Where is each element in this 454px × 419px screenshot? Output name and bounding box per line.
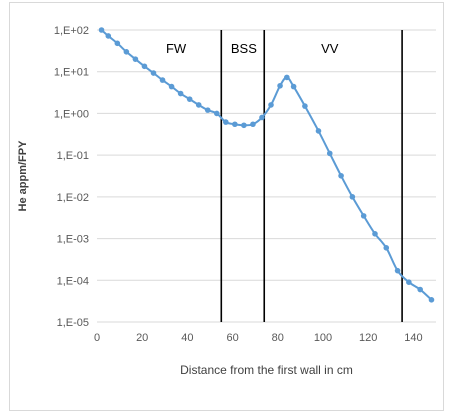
data-point: [315, 128, 322, 134]
data-point: [302, 103, 308, 109]
y-tick-label: 1,E+00: [54, 108, 89, 120]
y-tick-label: 1,E-04: [57, 275, 89, 287]
data-point: [186, 96, 193, 102]
data-point: [177, 90, 184, 97]
data-point: [338, 172, 344, 179]
data-point: [232, 121, 238, 128]
data-point: [250, 121, 256, 128]
data-point: [159, 77, 166, 83]
y-tick-label: 1,E-05: [57, 317, 89, 329]
x-tick-label: 80: [272, 332, 284, 344]
chart-plot: 1,E+02 1,E+01 1,E+00 1,E-01 1,E-02 1,E-03 1,E-…: [17, 25, 436, 377]
data-point: [383, 245, 390, 251]
data-point: [213, 110, 220, 117]
data-point: [349, 194, 356, 200]
data-point: [268, 102, 274, 108]
chart-area: 1,E+02 1,E+01 1,E+00 1,E-01 1,E-02 1,E-03 1,E-…: [9, 2, 444, 411]
x-tick-label: 100: [314, 332, 332, 344]
region-boundaries: [220, 30, 403, 322]
data-point: [98, 27, 105, 33]
gridlines: [97, 29, 436, 323]
data-point: [394, 267, 401, 274]
x-tick-label: 0: [94, 332, 100, 344]
data-point: [114, 40, 121, 47]
data-point: [105, 33, 112, 39]
data-point: [277, 82, 283, 89]
x-tick-label: 20: [136, 332, 148, 344]
series-he-production: [98, 27, 435, 303]
data-point: [132, 56, 139, 62]
y-tick-label: 1,E-01: [57, 150, 89, 162]
y-axis-ticks: 1,E+02 1,E+01 1,E+00 1,E-01 1,E-02 1,E-03 1,E-…: [54, 25, 89, 329]
region-label-bss: BSS: [231, 41, 257, 56]
data-point: [141, 63, 148, 70]
data-point: [326, 150, 333, 157]
x-tick-label: 140: [404, 332, 422, 344]
y-tick-label: 1,E-02: [57, 192, 89, 204]
data-point: [259, 114, 265, 121]
data-point: [223, 119, 229, 125]
y-axis-title: He appm/FPY: [17, 140, 29, 212]
data-point: [284, 74, 290, 81]
data-point: [406, 279, 412, 285]
data-point: [168, 83, 175, 90]
data-point: [360, 213, 367, 219]
data-point: [123, 49, 130, 55]
y-tick-label: 1,E+01: [54, 67, 89, 79]
data-point: [150, 70, 157, 76]
region-labels: FW BSS VV: [166, 41, 339, 56]
series-line: [100, 29, 433, 301]
data-point: [204, 107, 211, 113]
data-point: [428, 297, 435, 303]
data-point: [290, 83, 297, 90]
data-point: [241, 122, 247, 129]
x-axis-ticks: 0 20 40 60 80 100 120 140: [94, 332, 423, 344]
region-label-fw: FW: [166, 41, 187, 56]
data-point: [372, 231, 378, 237]
y-tick-label: 1,E+02: [54, 25, 89, 37]
x-axis-title: Distance from the first wall in cm: [180, 363, 353, 377]
x-tick-label: 120: [359, 332, 377, 344]
data-point: [417, 286, 423, 293]
y-tick-label: 1,E-03: [57, 234, 89, 246]
region-label-vv: VV: [321, 41, 339, 56]
x-tick-label: 40: [181, 332, 193, 344]
x-tick-label: 60: [226, 332, 238, 344]
data-point: [195, 102, 202, 108]
